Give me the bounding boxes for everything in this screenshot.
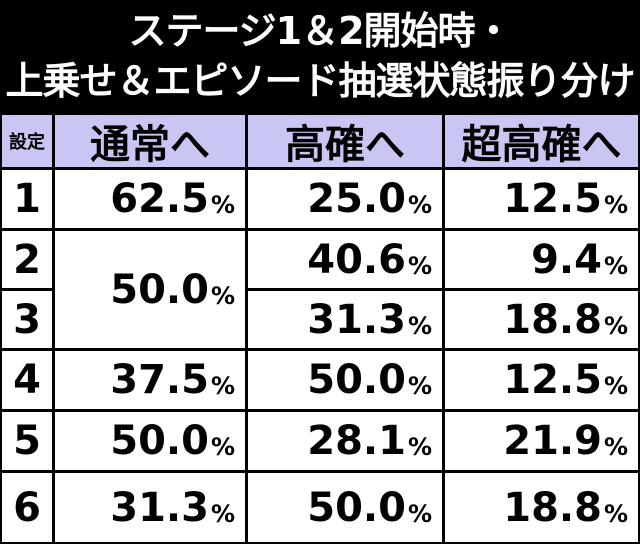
setting-cell: 2 — [2, 231, 52, 288]
percent-sign: % — [407, 499, 432, 528]
super-high-rate-cell: 21.9% — [445, 412, 638, 470]
percent-sign: % — [407, 372, 432, 400]
setting-cell: 4 — [2, 351, 52, 409]
value-text: 18.8 — [503, 296, 602, 343]
normal-rate-cell: 62.5% — [55, 170, 245, 228]
percent-sign: % — [210, 433, 235, 461]
super-high-rate-cell: 12.5% — [445, 170, 638, 228]
normal-rate-cell: 50.0% — [55, 412, 245, 470]
setting-cell: 5 — [2, 412, 52, 470]
title-line-2: 上乗せ＆エピソード抽選状態振り分け — [5, 59, 635, 103]
normal-rate-cell-merged: 50.0% — [55, 231, 245, 348]
percent-sign: % — [603, 433, 628, 461]
high-rate-cell: 50.0% — [248, 351, 442, 409]
setting-cell: 1 — [2, 170, 52, 228]
value-text: 37.5 — [110, 357, 209, 403]
header-setting: 設定 — [2, 115, 52, 167]
value-text: 18.8 — [503, 484, 602, 531]
value-text: 62.5 — [110, 176, 209, 222]
value-text: 31.3 — [110, 484, 209, 531]
percent-sign: % — [407, 251, 432, 280]
percent-sign: % — [407, 311, 432, 340]
super-high-rate-cell: 18.8% — [445, 473, 638, 542]
value-text: 12.5 — [503, 357, 602, 403]
percent-sign: % — [603, 499, 628, 528]
setting-cell: 6 — [2, 473, 52, 542]
value-text: 25.0 — [307, 176, 406, 222]
value-text: 31.3 — [307, 296, 406, 343]
percent-sign: % — [407, 433, 432, 461]
value-text: 9.4 — [531, 236, 602, 283]
percent-sign: % — [210, 281, 235, 310]
percent-sign: % — [603, 311, 628, 340]
header-high: 高確へ — [248, 115, 442, 168]
value-text: 50.0 — [307, 357, 406, 403]
high-rate-cell: 25.0% — [248, 170, 442, 228]
percent-sign: % — [407, 191, 432, 219]
percent-sign: % — [210, 372, 235, 400]
distribution-table: 設定 通常へ 高確へ 超高確へ 1 62.5% 25.0% 12.5% 2 50… — [0, 113, 640, 544]
setting-cell: 3 — [2, 291, 52, 348]
super-high-rate-cell: 9.4% — [445, 231, 638, 288]
high-rate-cell: 28.1% — [248, 412, 442, 470]
value-text: 40.6 — [307, 236, 406, 283]
percent-sign: % — [603, 251, 628, 280]
value-text: 50.0 — [110, 266, 209, 313]
header-normal: 通常へ — [55, 115, 245, 168]
value-text: 12.5 — [503, 176, 602, 222]
value-text: 21.9 — [503, 418, 602, 464]
percent-sign: % — [210, 499, 235, 528]
value-text: 28.1 — [307, 418, 406, 464]
percent-sign: % — [603, 191, 628, 219]
value-text: 50.0 — [307, 484, 406, 531]
super-high-rate-cell: 18.8% — [445, 291, 638, 348]
normal-rate-cell: 31.3% — [55, 473, 245, 542]
percent-sign: % — [210, 191, 235, 219]
value-text: 50.0 — [110, 418, 209, 464]
high-rate-cell: 50.0% — [248, 473, 442, 542]
header-super-high: 超高確へ — [445, 115, 638, 168]
title-line-1: ステージ1＆2開始時・ — [128, 9, 512, 53]
high-rate-cell: 31.3% — [248, 291, 442, 348]
super-high-rate-cell: 12.5% — [445, 351, 638, 409]
page-title: ステージ1＆2開始時・ 上乗せ＆エピソード抽選状態振り分け — [0, 0, 640, 112]
high-rate-cell: 40.6% — [248, 231, 442, 288]
percent-sign: % — [603, 372, 628, 400]
normal-rate-cell: 37.5% — [55, 351, 245, 409]
